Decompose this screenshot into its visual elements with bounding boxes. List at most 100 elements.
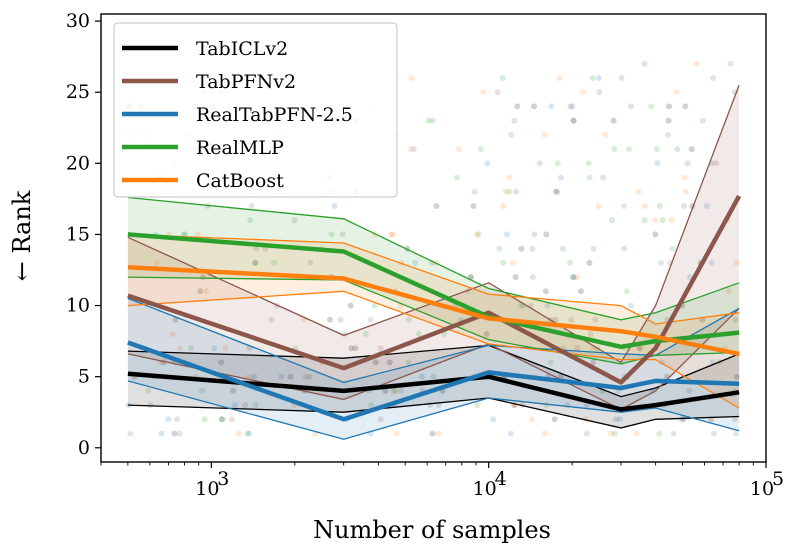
- scatter-point: [328, 231, 335, 238]
- scatter-point: [386, 359, 393, 366]
- scatter-point: [609, 217, 615, 224]
- y-tick-label: 0: [78, 437, 90, 459]
- scatter-point: [518, 245, 525, 252]
- scatter-point: [339, 231, 346, 238]
- scatter-point: [531, 103, 537, 110]
- scatter-point: [229, 387, 236, 394]
- confidence-band: [127, 345, 740, 428]
- scatter-point: [127, 430, 134, 437]
- scatter-point: [377, 345, 384, 352]
- legend-label: CatBoost: [196, 170, 284, 192]
- scatter-point: [528, 416, 535, 423]
- scatter-point: [579, 89, 586, 96]
- series-line: [127, 194, 742, 385]
- scatter-point: [733, 430, 739, 437]
- scatter-point: [708, 259, 715, 266]
- scatter-point: [570, 117, 577, 124]
- scatter-point: [514, 103, 521, 110]
- y-axis: 0 5 10 15 20 25 30: [66, 10, 101, 459]
- legend-label: TabPFNv2: [196, 71, 296, 93]
- scatter-point: [553, 316, 559, 323]
- scatter-point: [429, 430, 436, 437]
- scatter-point: [477, 146, 484, 153]
- scatter-point: [176, 430, 183, 437]
- scatter-point: [627, 302, 634, 309]
- scatter-point: [635, 188, 642, 195]
- scatter-point: [665, 117, 672, 124]
- scatter-point: [367, 316, 374, 323]
- scatter-point: [682, 188, 689, 195]
- scatter-point: [337, 316, 344, 323]
- series-line: [127, 264, 740, 357]
- scatter-point: [153, 259, 160, 266]
- scatter-point: [507, 430, 514, 437]
- scatter-point: [684, 160, 691, 167]
- scatter-point: [307, 259, 314, 266]
- scatter-point: [612, 416, 619, 423]
- scatter-point: [548, 103, 555, 110]
- scatter-point: [595, 203, 602, 209]
- scatter-point: [246, 373, 252, 380]
- scatter-point: [589, 75, 596, 81]
- scatter-point: [568, 316, 575, 323]
- scatter-point: [529, 245, 536, 252]
- legend: TabICLv2 TabPFNv2 RealTabPFN-2.5 RealMLP Cat…: [113, 22, 398, 198]
- legend-box: [113, 22, 398, 198]
- scatter-point: [653, 146, 660, 153]
- x-tick-exponent: 5: [772, 468, 784, 490]
- scatter-point: [554, 160, 561, 167]
- scatter-point: [652, 217, 659, 224]
- scatter-point: [659, 217, 666, 224]
- scatter-point: [608, 430, 615, 437]
- confidence-lower-line: [127, 290, 740, 409]
- scatter-point: [229, 416, 236, 423]
- scatter-point: [172, 316, 179, 323]
- scatter-point: [670, 430, 677, 437]
- scatter-point: [610, 117, 617, 124]
- scatter-point: [586, 259, 593, 266]
- scatter-point: [496, 245, 503, 252]
- scatter-point: [506, 174, 513, 181]
- x-tick-exponent: 3: [217, 468, 229, 490]
- scatter-point: [494, 89, 501, 96]
- x-tick-label: 10: [195, 478, 219, 500]
- scatter-point: [242, 402, 249, 409]
- scatter-point: [251, 259, 258, 266]
- scatter-point: [732, 316, 739, 323]
- scatter-point: [176, 345, 183, 352]
- scatter-point: [173, 416, 180, 423]
- scatter-point: [244, 430, 251, 437]
- series-line: [127, 340, 740, 422]
- y-tick-label: 10: [66, 295, 90, 317]
- scatter-point: [567, 259, 574, 266]
- scatter-point: [268, 316, 275, 323]
- scatter-point: [483, 331, 490, 337]
- x-axis: 103 104 105: [100, 462, 784, 500]
- scatter-point: [278, 373, 285, 380]
- scatter-point: [569, 103, 576, 110]
- y-tick-label: 30: [66, 10, 90, 32]
- scatter-point: [686, 387, 693, 394]
- scatter-point: [418, 373, 425, 380]
- scatter-point: [405, 316, 412, 323]
- scatter-point: [529, 274, 536, 281]
- scatter-point: [623, 288, 630, 295]
- scatter-point: [595, 75, 602, 81]
- confidence-band: [127, 197, 740, 364]
- scatter-point: [551, 416, 558, 423]
- scatter-point: [590, 245, 597, 252]
- series-line: [127, 371, 740, 412]
- scatter-point: [674, 146, 681, 153]
- scatter-point: [586, 174, 593, 181]
- scatter-point: [251, 373, 258, 380]
- scatter-point: [611, 430, 618, 437]
- scatter-point: [574, 345, 581, 352]
- scatter-point: [415, 331, 422, 337]
- scatter-point: [158, 430, 165, 437]
- series-lines: [127, 194, 742, 422]
- scatter-point: [218, 359, 225, 366]
- scatter-point: [600, 174, 607, 181]
- scatter-point: [147, 402, 154, 409]
- scatter-point: [544, 302, 551, 309]
- scatter-point: [231, 402, 238, 409]
